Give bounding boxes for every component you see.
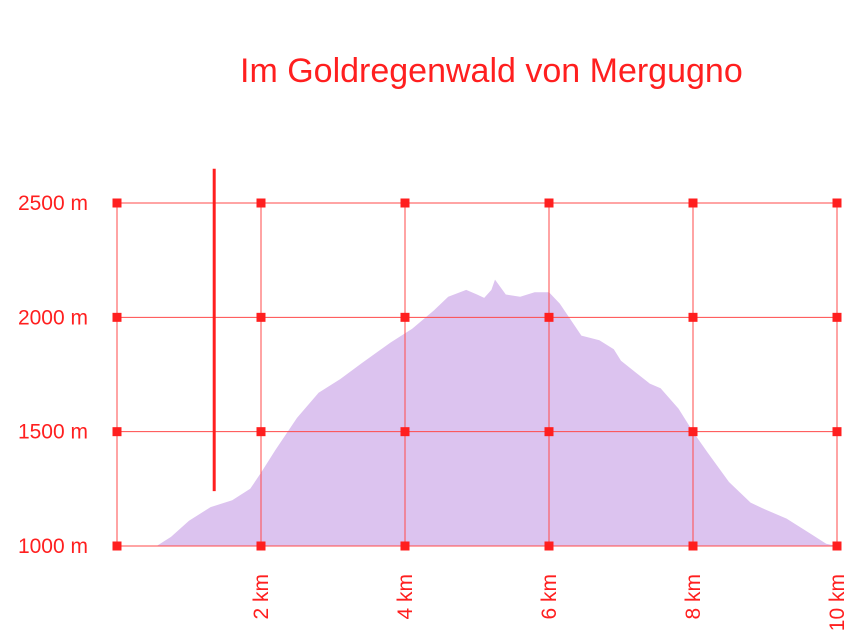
grid-layer [116,168,838,547]
grid-intersection-marker [688,427,698,437]
y-tick-label: 2000 m [18,306,88,329]
grid-intersection-marker [256,198,266,208]
x-tick-label: 4 km [394,574,417,620]
grid-intersection-marker [400,198,410,208]
x-tick-label: 6 km [538,574,561,620]
grid-intersection-marker [256,312,266,322]
y-tick-label: 1500 m [18,421,88,444]
grid-intersection-marker [256,427,266,437]
grid-intersection-marker [688,312,698,322]
grid-intersection-marker [256,541,266,551]
grid-intersection-marker [688,198,698,208]
grid-intersection-marker [544,312,554,322]
chart-title: Im Goldregenwald von Mergugno [240,52,743,90]
grid-intersection-marker [544,198,554,208]
grid-intersection-marker [112,198,122,208]
grid-intersection-marker [832,427,842,437]
grid-marker-layer [112,198,842,551]
x-tick-label: 2 km [250,574,273,620]
grid-intersection-marker [400,541,410,551]
y-tick-label: 2500 m [18,192,88,215]
y-tick-label: 1000 m [18,535,88,558]
elevation-area [156,279,838,546]
grid-intersection-marker [112,312,122,322]
x-tick-label: 8 km [682,574,705,620]
x-tick-label: 10 km [826,574,849,631]
grid-intersection-marker [832,541,842,551]
grid-intersection-marker [400,312,410,322]
elevation-area-layer [156,279,838,546]
grid-intersection-marker [832,198,842,208]
grid-intersection-marker [112,427,122,437]
grid-intersection-marker [112,541,122,551]
grid-intersection-marker [544,427,554,437]
tick-label-layer: 1000 m 1500 m 2000 m 2500 m 2 km 4 km 6 km 8 km… [18,192,849,631]
grid-intersection-marker [544,541,554,551]
grid-intersection-marker [688,541,698,551]
grid-intersection-marker [400,427,410,437]
grid-intersection-marker [832,312,842,322]
